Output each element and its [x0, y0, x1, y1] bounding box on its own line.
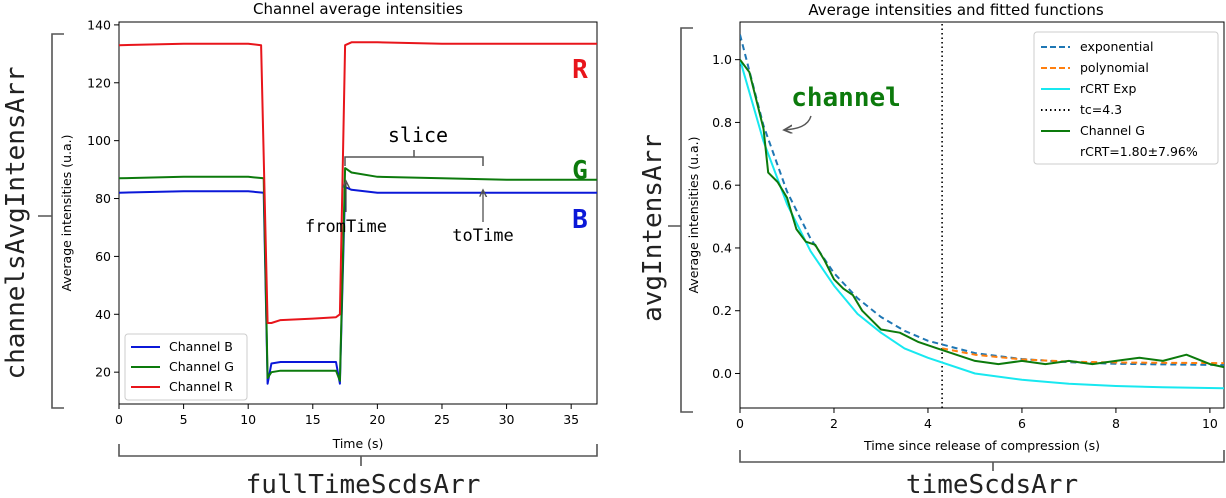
right-chart: Average intensities and fitted functions… — [638, 1, 1225, 498]
right-y-tick-label: 0.8 — [712, 115, 732, 130]
left-y-axis-label: Average intensities (u.a.) — [59, 134, 74, 291]
legend-label-tc: tc=4.3 — [1080, 102, 1122, 117]
left-x-tick-label: 20 — [369, 412, 385, 427]
slice-bracket — [344, 150, 484, 166]
right-x-axis-label: Time since release of compression (s) — [863, 438, 1100, 453]
right-title: Average intensities and fitted functions — [808, 1, 1103, 19]
legend-label-exponential: exponential — [1080, 39, 1154, 54]
right-x-tick-label: 8 — [1112, 416, 1120, 431]
right-series-exponential — [740, 34, 1224, 366]
left-chart: Channel average intensities 204060801001… — [1, 0, 598, 498]
to-time-label: toTime — [452, 226, 513, 246]
channel-annotation-label: channel — [791, 83, 901, 113]
left-y-tick-label: 60 — [95, 249, 111, 264]
right-x-tick-label: 4 — [924, 416, 932, 431]
slice-label: slice — [388, 123, 448, 147]
right-y-tick-label: 0.4 — [712, 240, 732, 255]
legend-label-rcrt-value: rCRT=1.80±7.96% — [1080, 144, 1198, 159]
left-y-bracket-label: channelsAvgIntensArr — [1, 66, 31, 379]
right-x-bracket-label: timeScdsArr — [906, 470, 1078, 498]
right-x-tick-label: 6 — [1018, 416, 1026, 431]
legend-label-channel-b: Channel B — [169, 339, 233, 354]
legend-label-channel-r: Channel R — [169, 379, 233, 394]
left-y-bracket — [38, 33, 64, 409]
left-x-tick-label: 10 — [240, 412, 256, 427]
right-legend-frame — [1033, 31, 1219, 165]
channel-letter-g: G — [572, 156, 588, 186]
right-x-tick-label: 0 — [736, 416, 744, 431]
right-y-tick-label: 0.0 — [712, 366, 732, 381]
right-y-bracket-label: avgIntensArr — [638, 134, 668, 322]
right-x-tick-label: 2 — [830, 416, 838, 431]
left-x-tick-label: 15 — [305, 412, 321, 427]
left-legend-frame — [124, 333, 248, 401]
left-plot-area — [118, 21, 598, 405]
left-y-tick-label: 40 — [95, 307, 111, 322]
right-y-tick-label: 0.6 — [712, 178, 732, 193]
left-y-tick-label: 80 — [95, 191, 111, 206]
right-x-bracket — [739, 450, 1225, 471]
left-x-ticks: 0 5 10 15 20 25 30 35 — [115, 404, 579, 427]
right-plot-area — [739, 21, 1225, 409]
left-x-axis-label: Time (s) — [332, 436, 384, 451]
left-x-tick-label: 0 — [115, 412, 123, 427]
left-series-channel-b — [119, 186, 597, 385]
left-series-channel-g — [119, 167, 597, 382]
right-series-polynomial — [941, 347, 1224, 365]
right-y-tick-label: 1.0 — [712, 52, 732, 67]
right-y-axis-label: Average intensities (u.a.) — [686, 136, 701, 293]
channel-annotation-arrow — [784, 115, 812, 130]
left-legend: Channel B Channel G Channel R — [124, 333, 248, 401]
left-series-group — [119, 41, 597, 385]
right-y-ticks: 0.0 0.2 0.4 0.6 0.8 1.0 — [712, 52, 740, 381]
right-x-tick-label: 10 — [1202, 416, 1218, 431]
left-y-tick-label: 120 — [87, 75, 111, 90]
left-x-bracket — [118, 444, 598, 466]
right-series-rcrt-exp — [740, 59, 1224, 390]
left-x-tick-label: 35 — [563, 412, 579, 427]
legend-label-channel-g-right: Channel G — [1080, 123, 1145, 138]
left-y-ticks: 20 40 60 80 100 120 140 — [87, 17, 119, 380]
left-y-tick-label: 100 — [87, 133, 111, 148]
right-y-tick-label: 0.2 — [712, 303, 732, 318]
right-y-bracket — [668, 27, 693, 413]
left-title: Channel average intensities — [253, 0, 463, 18]
left-series-channel-r — [119, 41, 597, 324]
left-y-tick-label: 20 — [95, 365, 111, 380]
left-y-tick-label: 140 — [87, 17, 111, 32]
right-x-ticks: 0 2 4 6 8 10 — [736, 408, 1218, 431]
right-legend: exponential polynomial rCRT Exp tc=4.3 C… — [1033, 31, 1219, 165]
legend-label-polynomial: polynomial — [1080, 60, 1149, 75]
from-time-label: fromTime — [305, 217, 387, 237]
left-x-tick-label: 25 — [434, 412, 450, 427]
legend-label-channel-g: Channel G — [169, 359, 234, 374]
right-series-group — [740, 22, 1224, 408]
left-x-tick-label: 30 — [499, 412, 515, 427]
right-series-channel-g — [740, 59, 1224, 369]
channel-letter-b: B — [572, 205, 588, 235]
channel-letter-r: R — [572, 55, 588, 85]
legend-label-rcrt-exp: rCRT Exp — [1080, 81, 1137, 96]
left-x-tick-label: 5 — [180, 412, 188, 427]
left-x-bracket-label: fullTimeScdsArr — [246, 470, 481, 498]
